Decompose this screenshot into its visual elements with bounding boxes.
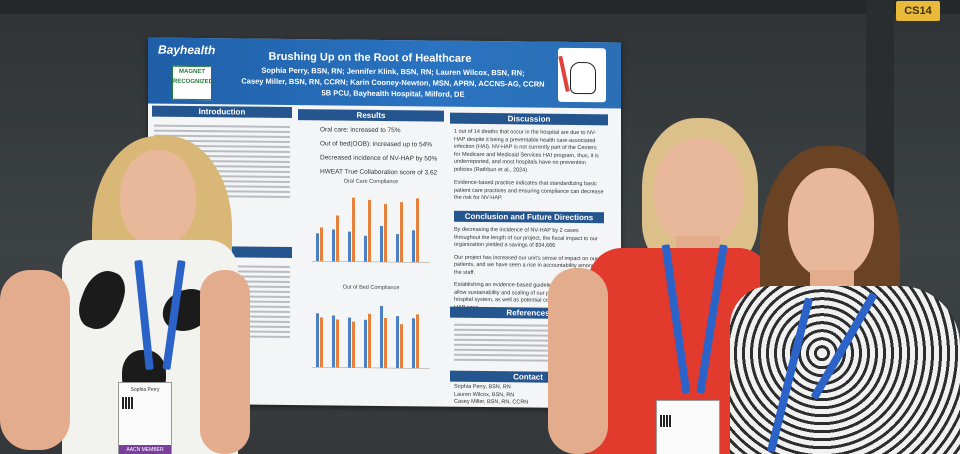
oob-chart-title: Out of Bed Compliance bbox=[342, 284, 400, 292]
left-arm bbox=[0, 270, 70, 450]
out-of-bed-chart bbox=[312, 305, 430, 369]
left-arm bbox=[548, 268, 608, 454]
toothbrush-icon bbox=[558, 55, 570, 92]
badge-stripe: AACN MEMBER bbox=[119, 445, 171, 454]
poster-authors: Sophia Perry, BSN, RN; Jennifer Klink, B… bbox=[228, 64, 558, 100]
person-right bbox=[730, 146, 960, 454]
results-header: Results bbox=[298, 109, 444, 122]
face bbox=[654, 138, 744, 246]
qr-code-icon bbox=[660, 415, 672, 427]
oral-care-chart-title: Oral Care Compliance bbox=[343, 178, 399, 186]
results-item: Out of bed(OOB): increased up to 54% bbox=[320, 140, 433, 149]
name-badge bbox=[656, 400, 720, 454]
badge-name: Sophia Perry bbox=[130, 387, 160, 393]
research-poster: Bayhealth MAGNET RECOGNIZED Brushing Up … bbox=[148, 37, 621, 409]
tooth-mascot-image bbox=[558, 47, 606, 103]
magnet-badge: MAGNET RECOGNIZED bbox=[172, 65, 213, 101]
results-item: Decreased incidence of NV-HAP by 50% bbox=[320, 154, 438, 163]
tooth-icon bbox=[570, 61, 596, 95]
poster-title: Brushing Up on the Root of Healthcare bbox=[268, 50, 472, 65]
results-item: Oral care: increased to 75% bbox=[320, 126, 401, 135]
face bbox=[120, 150, 196, 246]
qr-code-icon bbox=[122, 397, 134, 409]
name-badge: Sophia Perry AACN MEMBER bbox=[118, 382, 172, 454]
poster-header: Bayhealth MAGNET RECOGNIZED Brushing Up … bbox=[148, 37, 621, 109]
bayhealth-logo: Bayhealth bbox=[158, 42, 216, 58]
person-left: Sophia Perry AACN MEMBER bbox=[0, 130, 260, 454]
booth-number-sign: CS14 bbox=[896, 1, 940, 21]
oral-care-bars bbox=[316, 197, 419, 263]
results-list: Oral care: increased to 75% Out of bed(O… bbox=[320, 125, 440, 177]
patterned-top bbox=[730, 286, 960, 454]
oral-care-chart bbox=[312, 197, 430, 263]
out-of-bed-bars bbox=[316, 305, 419, 369]
results-item: HWEAT True Collaboration score of 3.62 bbox=[320, 168, 438, 177]
booth-top-rail bbox=[0, 0, 960, 14]
right-arm bbox=[200, 270, 250, 454]
introduction-header: Introduction bbox=[152, 105, 292, 119]
face bbox=[788, 168, 874, 278]
